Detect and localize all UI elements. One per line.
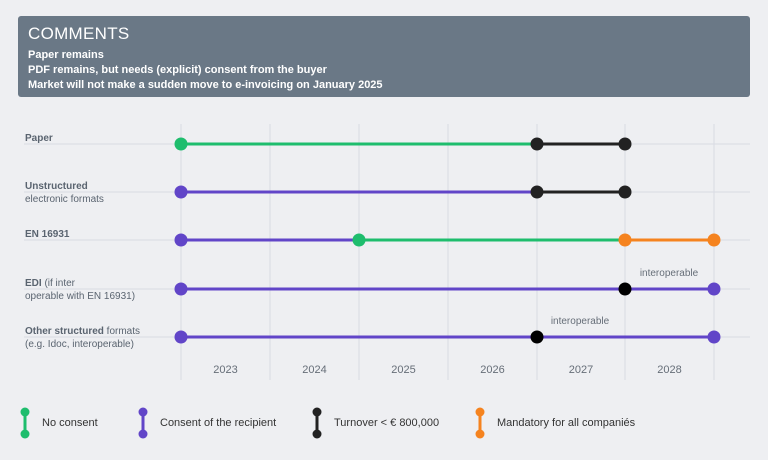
legend-item-consent-recipient: Consent of the recipient bbox=[134, 406, 314, 442]
comment-line: PDF remains, but needs (explicit) consen… bbox=[28, 64, 327, 76]
row-label: Paper bbox=[25, 133, 53, 144]
legend-item-mandatory: Mandatory for all companiés bbox=[471, 406, 671, 442]
comment-line: Market will not make a sudden move to e-… bbox=[28, 79, 383, 91]
row-label: EDI (if inter operable with EN 16931) bbox=[25, 278, 135, 302]
legend-label: Turnover < € 800,000 bbox=[334, 417, 440, 429]
legend: No consent Consent of the recipient Turn… bbox=[16, 406, 756, 442]
timeline-point bbox=[707, 282, 721, 296]
timeline-point bbox=[174, 282, 188, 296]
timeline-point bbox=[530, 137, 544, 151]
x-tick-label: 2028 bbox=[657, 364, 681, 376]
timeline-point bbox=[707, 233, 721, 247]
timeline-point bbox=[174, 330, 188, 344]
timeline-chart: 2023 2024 2025 2026 2027 2028 Paper Unstructure… bbox=[24, 124, 750, 380]
row-label: EN 16931 bbox=[25, 229, 70, 240]
legend-item-turnover: Turnover < € 800,000 bbox=[308, 406, 478, 442]
row-label: Other structured formats (e.g. Idoc, inte… bbox=[25, 326, 140, 350]
timeline-point bbox=[618, 282, 632, 296]
timeline-point bbox=[618, 233, 632, 247]
x-tick-label: 2024 bbox=[302, 364, 326, 376]
legend-label: Consent of the recipient bbox=[160, 417, 277, 429]
legend-dumbbell-icon bbox=[312, 407, 322, 439]
timeline-point bbox=[174, 185, 188, 199]
timeline-point bbox=[174, 233, 188, 247]
legend-dumbbell-icon bbox=[475, 407, 485, 439]
x-tick-label: 2023 bbox=[213, 364, 237, 376]
x-tick-label: 2026 bbox=[480, 364, 504, 376]
row-note: interoperable bbox=[551, 316, 610, 327]
legend-label: No consent bbox=[42, 417, 98, 429]
timeline-point bbox=[707, 330, 721, 344]
comment-line: Paper remains bbox=[28, 49, 104, 61]
legend-item-no-consent: No consent bbox=[16, 406, 136, 442]
timeline-point bbox=[530, 330, 544, 344]
timeline-point bbox=[618, 185, 632, 199]
legend-label: Mandatory for all companiés bbox=[497, 417, 636, 429]
comments-panel: COMMENTS Paper remains PDF remains, but … bbox=[18, 16, 750, 97]
x-tick-label: 2027 bbox=[569, 364, 593, 376]
row-note: interoperable bbox=[640, 268, 699, 279]
timeline-point bbox=[174, 137, 188, 151]
comments-title: COMMENTS bbox=[28, 24, 130, 43]
timeline-point bbox=[530, 185, 544, 199]
timeline-point bbox=[352, 233, 366, 247]
row-label: Unstructured electronic formats bbox=[25, 181, 104, 205]
x-tick-label: 2025 bbox=[391, 364, 415, 376]
timeline-point bbox=[618, 137, 632, 151]
legend-dumbbell-icon bbox=[138, 407, 148, 439]
legend-dumbbell-icon bbox=[20, 407, 30, 439]
